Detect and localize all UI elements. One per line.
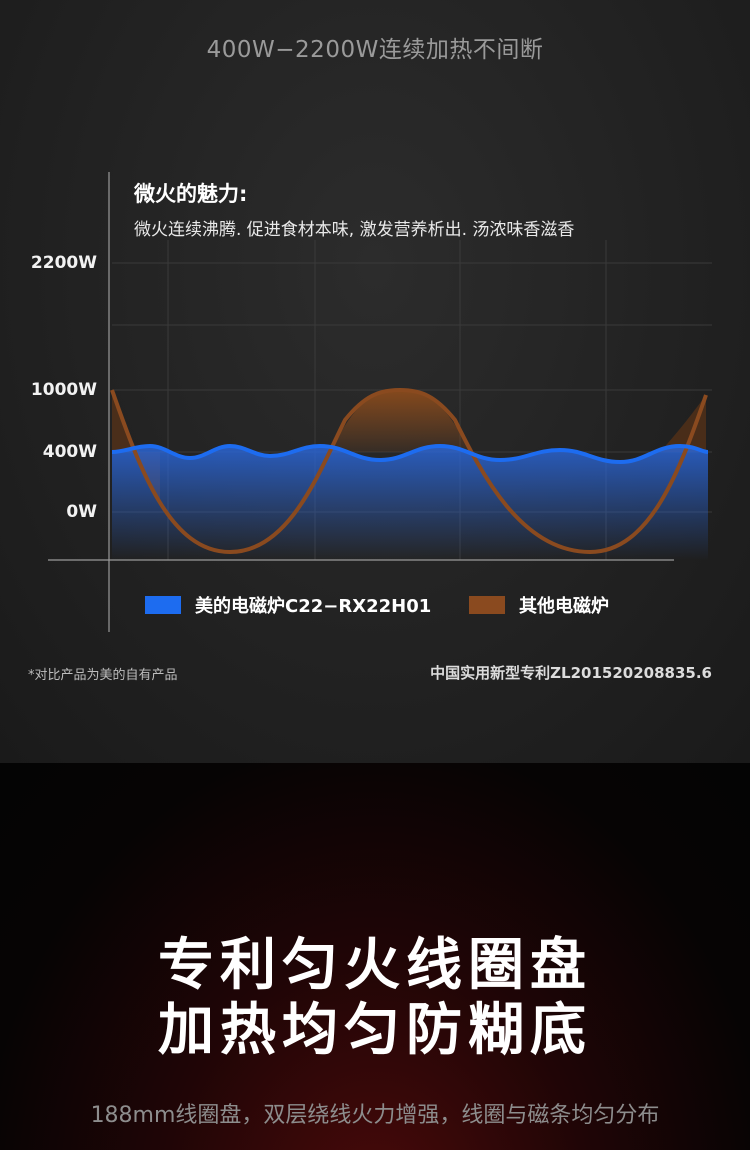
legend-item-midea: 美的电磁炉C22−RX22H01 (145, 592, 431, 618)
other-series-line (110, 387, 708, 555)
caption-title: 微火的魅力: (134, 182, 248, 206)
legend-swatch-midea (145, 596, 181, 614)
top-section: 400W−2200W连续加热不间断 (0, 0, 750, 763)
y-tick-1000: 1000W (30, 380, 97, 400)
legend-label-midea: 美的电磁炉C22−RX22H01 (195, 596, 432, 617)
comparison-note: *对比产品为美的自有产品 (28, 668, 178, 683)
y-tick-0: 0W (66, 502, 97, 522)
y-tick-2200: 2200W (30, 253, 97, 273)
y-tick-400: 400W (42, 442, 97, 462)
caption-text: 微火连续沸腾. 促进食材本味, 激发营养析出. 汤浓味香滋香 (134, 220, 575, 240)
other-series-fill-right (660, 395, 706, 452)
legend-item-other: 其他电磁炉 (469, 592, 609, 618)
promo-line-1: 专利匀火线圈盘 (158, 933, 592, 998)
promo-line-2: 加热均匀防糊底 (158, 998, 592, 1063)
patent-note: 中国实用新型专利ZL201520208835.6 (430, 664, 712, 682)
headline: 400W−2200W连续加热不间断 (206, 37, 544, 63)
promo-subtitle: 188mm线圈盘，双层绕线火力增强，线圈与磁条均匀分布 (90, 1103, 660, 1128)
legend-label-other: 其他电磁炉 (519, 596, 609, 617)
midea-series-line (111, 443, 709, 465)
other-series-fill (331, 390, 470, 452)
midea-series-fill (112, 446, 708, 560)
legend-swatch-other (469, 596, 505, 614)
power-chart (48, 172, 712, 632)
bottom-section (0, 763, 750, 1150)
